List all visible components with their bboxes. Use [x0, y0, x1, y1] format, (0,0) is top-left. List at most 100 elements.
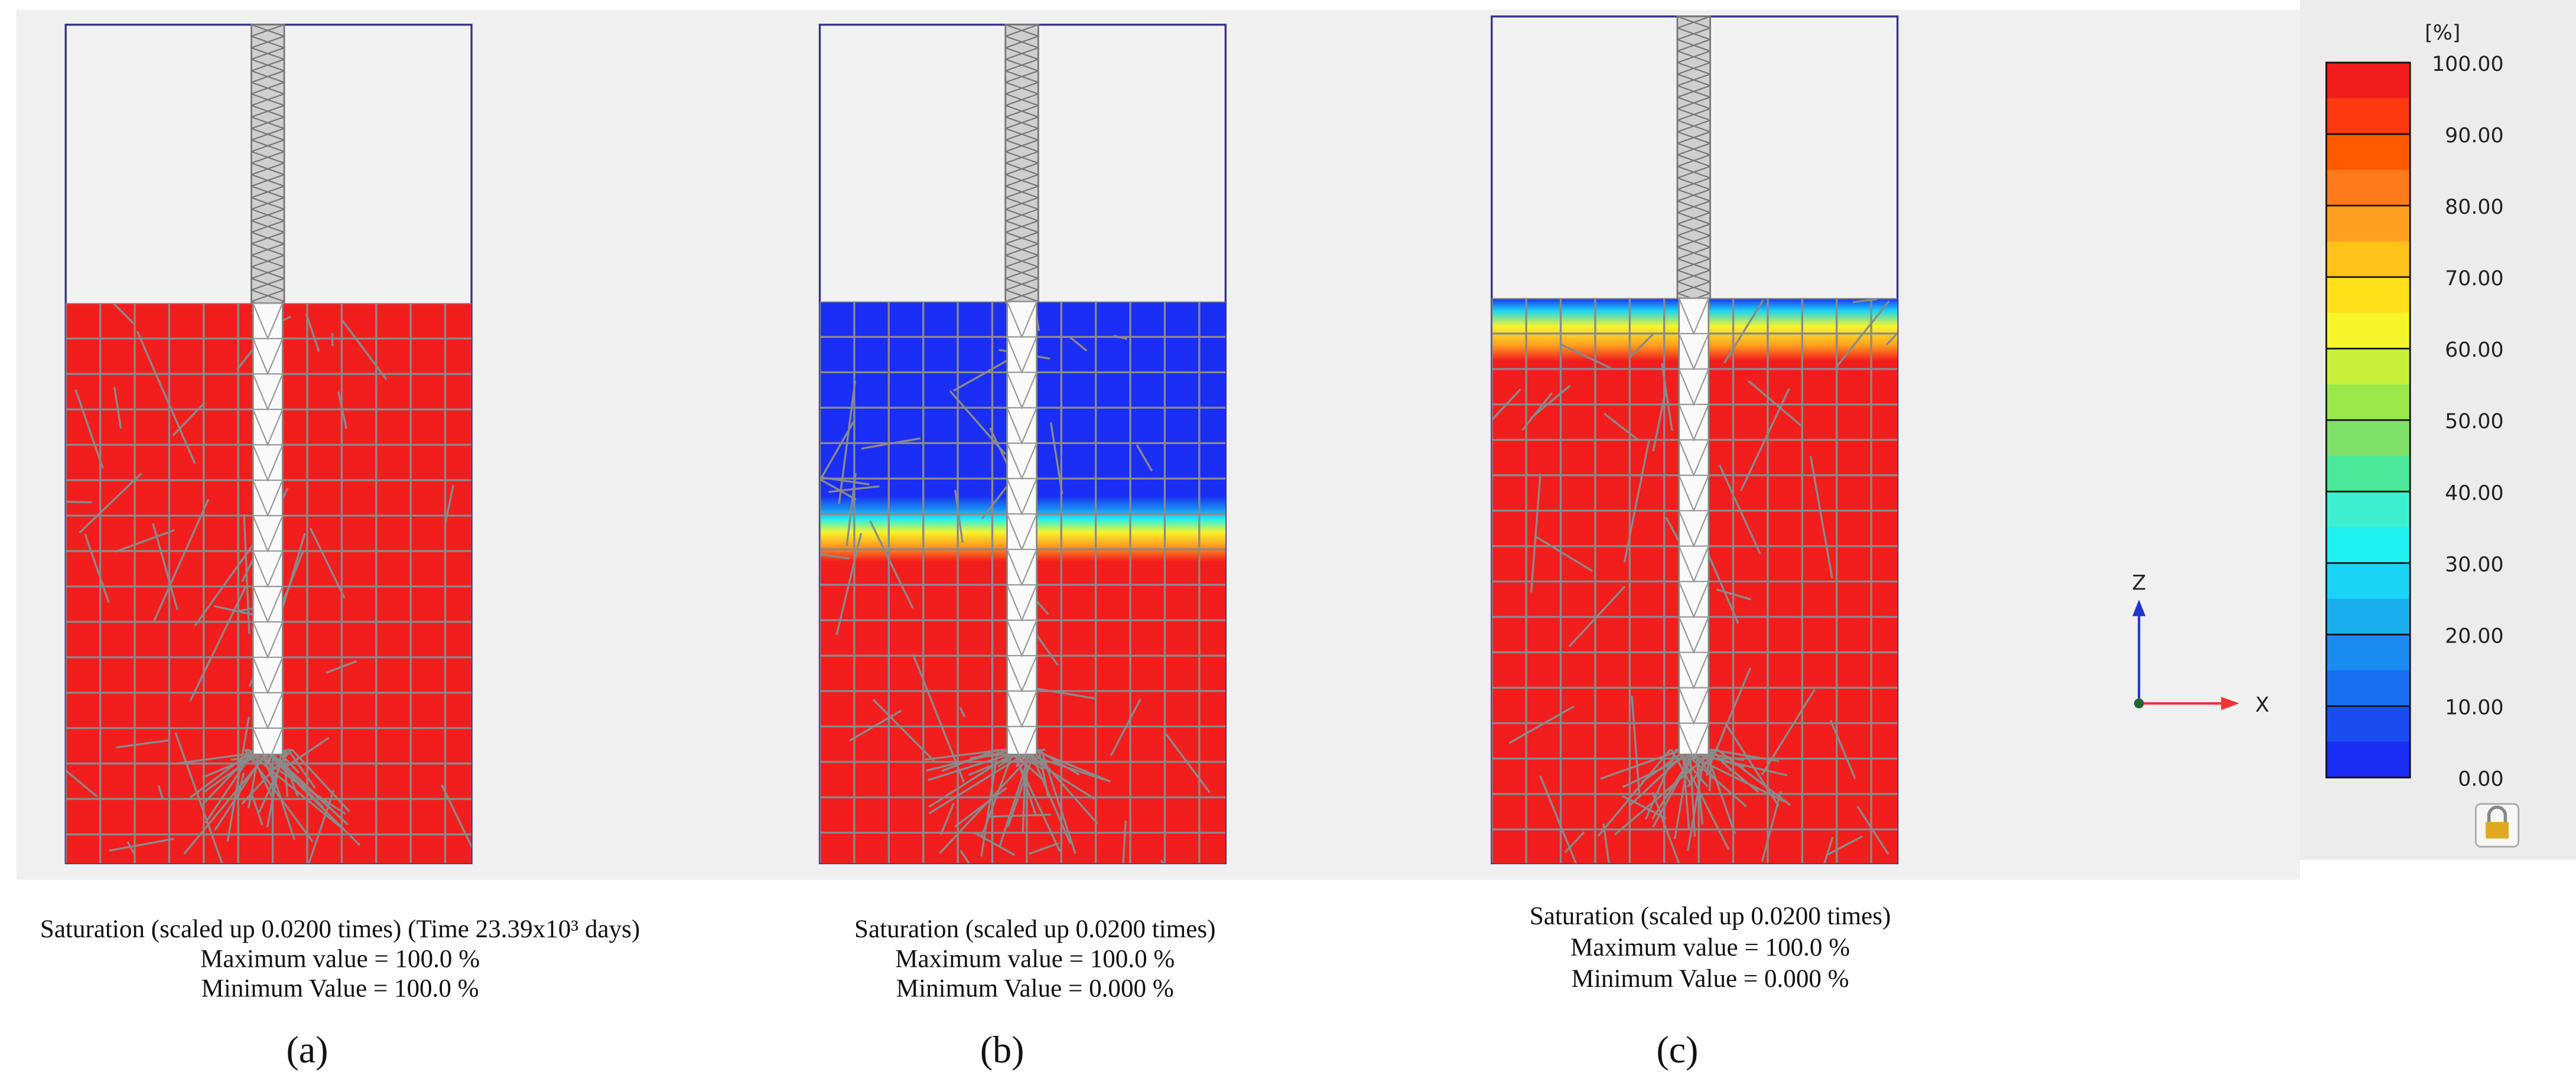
- mesh-line: [116, 739, 169, 749]
- pile-mesh: [251, 139, 285, 152]
- mesh-line: [1069, 336, 1088, 352]
- mesh-line: [1568, 586, 1626, 647]
- mesh-line: [1809, 455, 1833, 579]
- caption-line: Saturation (scaled up 0.0200 times) (Tim…: [40, 915, 640, 943]
- pile-mesh: [251, 289, 285, 302]
- mesh-line: [172, 402, 206, 436]
- pile-mesh: [1677, 119, 1710, 133]
- mesh-line: [1040, 749, 1076, 854]
- mesh-line: [84, 533, 110, 603]
- pile-mesh: [1677, 61, 1710, 75]
- mesh-line: [247, 749, 261, 809]
- pile-mesh: [251, 243, 285, 256]
- legend-tick-label: 100.00: [2432, 53, 2504, 76]
- legend-tick-label: 90.00: [2445, 124, 2503, 148]
- mesh-line: [1597, 749, 1671, 837]
- legend-tick-label: 10.00: [2445, 696, 2503, 719]
- pile-mesh: [1005, 47, 1039, 60]
- mesh: [1491, 298, 1898, 863]
- mesh-line: [1049, 422, 1063, 494]
- colorbar-band: [2326, 634, 2411, 671]
- mesh-line: [1829, 720, 1856, 780]
- pile-mesh: [251, 255, 285, 268]
- pile-top: [1676, 15, 1712, 299]
- mesh-line: [1856, 805, 1889, 855]
- pile-mesh: [1677, 15, 1710, 29]
- pile-mesh: [251, 35, 285, 48]
- pile-mesh: [1005, 93, 1039, 106]
- mesh-line: [1122, 820, 1127, 863]
- pile-mesh: [1005, 185, 1039, 198]
- mesh-line: [152, 498, 210, 624]
- mesh-line: [1110, 698, 1141, 756]
- pile-mesh: [251, 116, 285, 129]
- mesh-line: [194, 534, 261, 627]
- colorbar-band: [2326, 491, 2411, 529]
- mesh-line: [1670, 749, 1693, 786]
- legend-tick-label: 50.00: [2445, 410, 2503, 433]
- mesh-line: [109, 837, 174, 852]
- mesh-line: [1564, 831, 1585, 853]
- pile-mesh: [1005, 82, 1039, 95]
- mesh-line: [189, 748, 255, 799]
- colorbar-band: [2326, 277, 2411, 314]
- pile-mesh: [1677, 73, 1710, 87]
- mesh-line: [245, 748, 344, 830]
- mesh-line: [113, 387, 122, 429]
- pile-mesh: [1005, 278, 1039, 291]
- mesh-line: [112, 303, 135, 325]
- pile-mesh: [251, 162, 285, 175]
- mesh-line: [1600, 748, 1683, 780]
- mesh-line: [925, 748, 1007, 761]
- model-view: [1491, 15, 1899, 865]
- pile-mesh: [1677, 165, 1710, 179]
- mesh-line: [1032, 748, 1111, 783]
- lock-button[interactable]: [2474, 803, 2520, 848]
- caption-line: Minimum Value = 100.0 %: [201, 974, 479, 1002]
- mesh-line: [291, 748, 350, 813]
- pile-mesh: [251, 58, 285, 71]
- legend-tick-label: 80.00: [2445, 195, 2503, 219]
- mesh-line: [441, 784, 472, 849]
- legend-tick-label: 30.00: [2445, 553, 2503, 576]
- legend-tick-label: 40.00: [2445, 481, 2503, 505]
- pile-mesh: [251, 128, 285, 141]
- mesh-line: [1740, 388, 1790, 491]
- mesh-line: [287, 749, 316, 789]
- colorbar-band: [2326, 206, 2411, 243]
- pile-mesh: [251, 220, 285, 233]
- mesh-line: [189, 586, 247, 702]
- pile-mesh: [1677, 142, 1710, 156]
- colorbar-band: [2326, 169, 2411, 207]
- colorbar-band: [2326, 420, 2411, 457]
- pile-top: [1004, 24, 1039, 302]
- pile-mesh: [1005, 151, 1039, 164]
- mesh-line: [1530, 384, 1571, 419]
- mesh-line: [1136, 444, 1153, 472]
- legend-unit: [%]: [2425, 21, 2460, 45]
- colorbar-frame: [2325, 61, 2411, 778]
- colorbar-band: [2326, 670, 2411, 707]
- caption-line: Maximum value = 100.0 %: [1570, 934, 1850, 961]
- pile-mesh: [1677, 223, 1710, 236]
- mesh-line: [264, 748, 324, 809]
- legend-tick-label: 70.00: [2445, 267, 2503, 291]
- pile-mesh: [251, 232, 285, 245]
- pile-mesh: [1005, 162, 1039, 175]
- pile-mesh: [1005, 35, 1039, 48]
- pile-mesh: [1677, 257, 1710, 271]
- mesh-line: [1651, 749, 1697, 820]
- mesh-line: [1628, 748, 1690, 807]
- model-view: [818, 24, 1227, 865]
- mesh-line: [980, 749, 1015, 837]
- mesh-line: [819, 476, 870, 485]
- pile-mesh: [1677, 269, 1710, 283]
- mesh-line: [1623, 439, 1651, 563]
- mesh-line: [1680, 748, 1747, 807]
- mesh-line: [835, 533, 863, 636]
- colorbar-band: [2326, 348, 2411, 386]
- mesh-line: [1710, 748, 1780, 762]
- mesh-line: [1724, 722, 1780, 807]
- mesh-line: [1885, 331, 1898, 346]
